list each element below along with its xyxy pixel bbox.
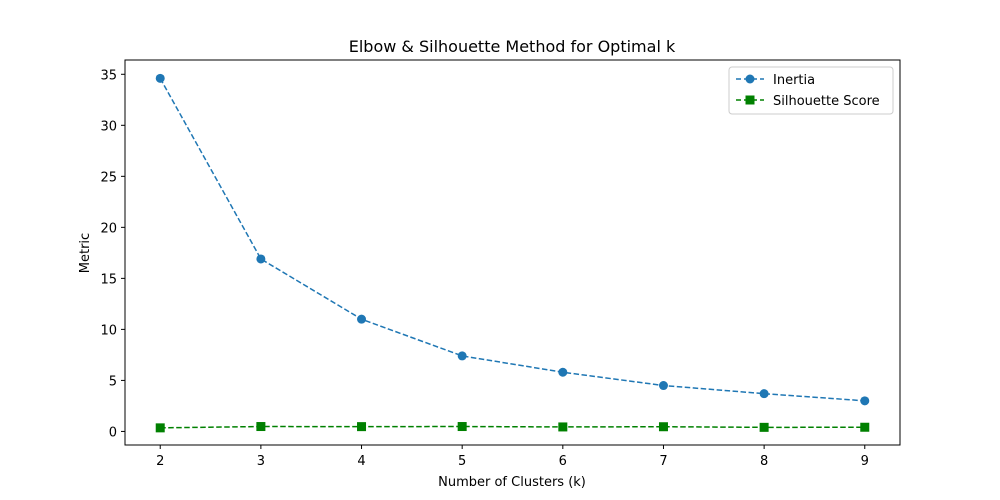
series-layer [155,73,870,433]
data-point-inertia [860,396,870,406]
y-tick-label: 35 [100,68,117,83]
x-tick-label: 2 [156,454,164,469]
series-line-inertia [159,78,865,402]
data-point-inertia [759,389,769,399]
x-tick-label: 5 [458,454,466,469]
legend-marker-inertia [745,74,755,84]
legend-marker-silhouette [745,95,755,105]
legend-box [728,66,894,115]
y-tick-label: 10 [100,323,117,338]
data-point-silhouette-score [256,422,266,432]
data-point-silhouette-score [155,423,165,433]
x-axis: 2 3 4 5 6 7 8 9 [156,445,869,469]
data-point-silhouette-score [357,422,367,432]
data-point-inertia [658,381,668,391]
y-tick-label: 0 [109,425,117,440]
y-tick-label: 25 [100,170,117,185]
data-point-inertia [357,314,367,324]
y-axis-label: Metric [78,233,93,273]
data-point-silhouette-score [457,422,467,432]
x-tick-label: 8 [760,454,768,469]
plot-area [125,60,900,445]
data-point-silhouette-score [759,422,769,432]
y-tick-label: 30 [100,119,117,134]
data-point-silhouette-score [658,422,668,432]
data-point-inertia [558,367,568,377]
y-tick-label: 20 [100,221,117,236]
x-tick-label: 9 [861,454,869,469]
legend-label-inertia: Inertia [773,73,815,88]
legend-label-silhouette: Silhouette Score [773,94,880,109]
x-tick-label: 6 [559,454,567,469]
data-point-inertia [457,351,467,361]
legend: Inertia Silhouette Score [728,66,894,115]
x-tick-label: 7 [659,454,667,469]
series-line-silhouette-score [160,425,865,429]
plot-frame [124,59,901,446]
y-tick-label: 15 [100,272,117,287]
chart-title: Elbow & Silhouette Method for Optimal k [349,37,676,56]
data-point-inertia [155,73,165,83]
y-axis: 0 5 10 15 20 25 30 35 [100,68,125,440]
data-point-silhouette-score [860,422,870,432]
x-tick-label: 3 [257,454,265,469]
data-point-inertia [256,254,266,264]
data-point-silhouette-score [558,422,568,432]
x-tick-label: 4 [357,454,365,469]
x-axis-label: Number of Clusters (k) [438,475,586,490]
y-tick-label: 5 [109,374,117,389]
